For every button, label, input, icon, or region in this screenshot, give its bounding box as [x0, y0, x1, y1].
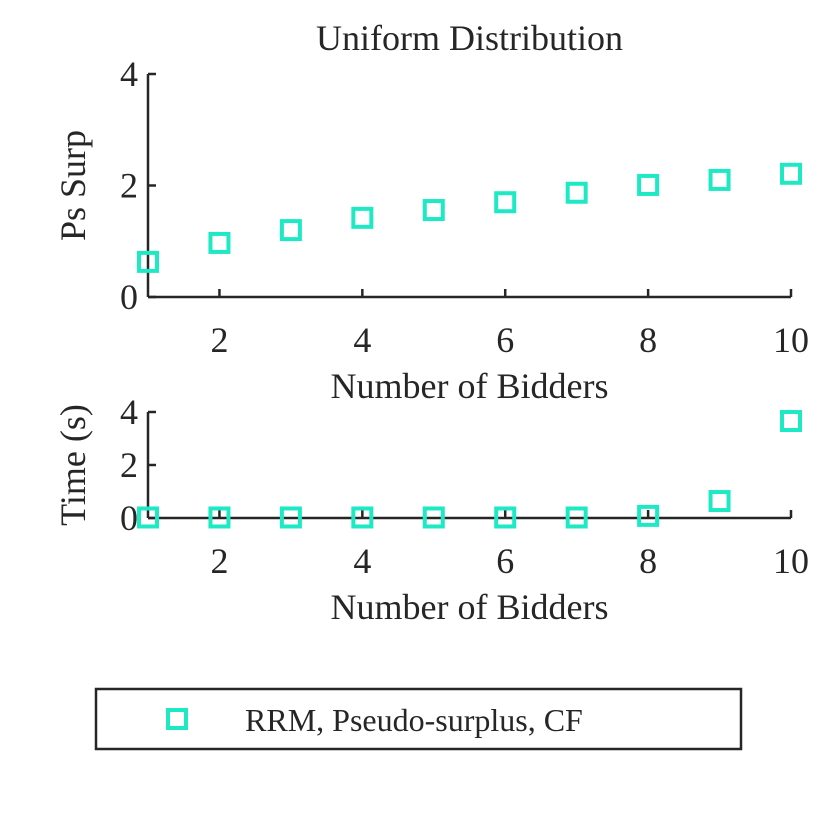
y-tick-label: 0: [120, 277, 138, 317]
x-tick-label: 8: [639, 541, 657, 581]
marker: [208, 231, 231, 254]
marker: [494, 506, 517, 529]
marker: [780, 410, 802, 433]
marker: [708, 168, 731, 191]
marker: [137, 250, 159, 273]
marker: [351, 506, 374, 529]
x-tick-label: 6: [496, 320, 514, 360]
legend-box: [94, 687, 743, 751]
marker: [279, 219, 302, 242]
y-axis-label: Ps Surp: [53, 130, 93, 241]
y-tick-label: 0: [120, 498, 138, 538]
x-tick-label: 4: [353, 320, 371, 360]
marker: [637, 504, 660, 527]
x-axis-label: Number of Bidders: [331, 587, 609, 627]
x-tick-label: 4: [353, 541, 371, 581]
y-tick-label: 4: [120, 54, 138, 94]
legend-marker: [166, 708, 188, 730]
chart-title: Uniform Distribution: [316, 18, 623, 58]
x-tick-label: 10: [773, 541, 809, 581]
marker: [279, 506, 302, 529]
y-axis-label: Time (s): [53, 404, 93, 526]
x-tick-label: 6: [496, 541, 514, 581]
marker: [351, 206, 374, 229]
marker: [422, 506, 445, 529]
y-tick-label: 4: [120, 392, 138, 432]
x-tick-label: 10: [773, 320, 809, 360]
y-tick-label: 2: [120, 445, 138, 485]
marker: [708, 490, 731, 513]
legend-label: RRM, Pseudo-surplus, CF: [245, 702, 583, 738]
marker: [494, 191, 517, 214]
marker: [137, 506, 159, 529]
y-tick-label: 2: [120, 166, 138, 206]
marker: [637, 173, 660, 196]
marker: [208, 506, 231, 529]
marker: [422, 199, 445, 222]
x-tick-label: 2: [210, 541, 228, 581]
marker: [565, 181, 588, 204]
x-tick-label: 2: [210, 320, 228, 360]
marker: [780, 162, 802, 185]
x-tick-label: 8: [639, 320, 657, 360]
marker: [565, 506, 588, 529]
x-axis-label: Number of Bidders: [331, 366, 609, 406]
